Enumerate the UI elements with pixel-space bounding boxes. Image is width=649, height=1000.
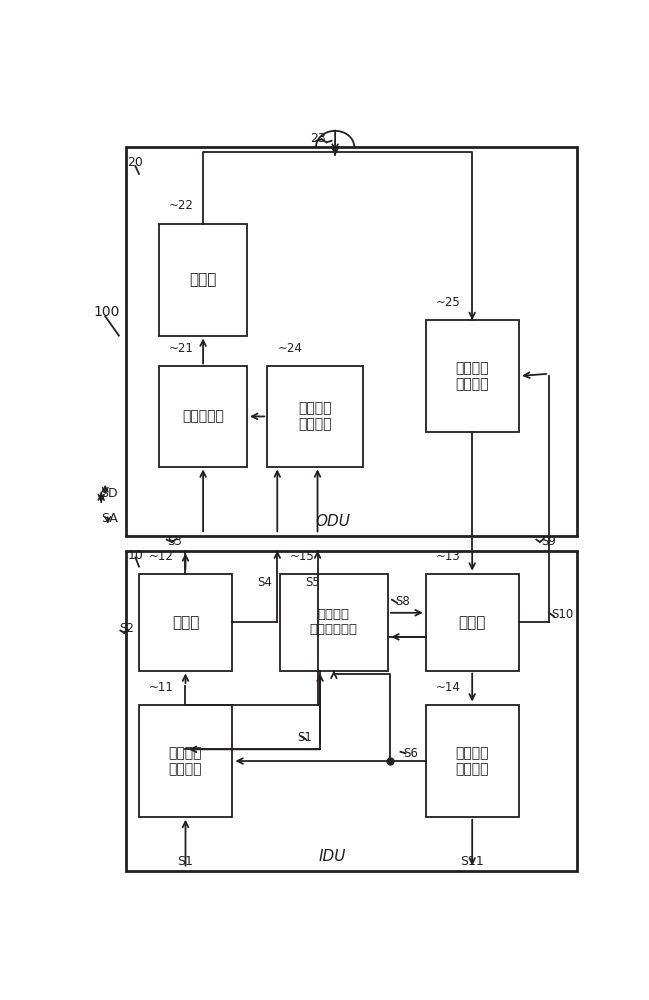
Text: 调制器: 调制器 [172,615,199,630]
Text: 发射功率
控制单元: 发射功率 控制单元 [299,401,332,432]
Text: SA: SA [101,512,118,525]
Text: S9: S9 [541,535,556,548]
Text: S11: S11 [460,855,484,868]
Text: ~21: ~21 [169,342,194,355]
Text: S1: S1 [178,855,193,868]
Text: 接收基带
处理单元: 接收基带 处理单元 [456,746,489,776]
Text: S2: S2 [119,622,134,635]
Text: ~13: ~13 [435,550,461,563]
Text: S8: S8 [395,595,410,608]
Text: 接收功率
控制单元: 接收功率 控制单元 [456,361,489,391]
Bar [426,574,519,671]
Bar [159,366,247,466]
Bar [127,551,576,871]
Bar [426,705,519,817]
Text: SD: SD [100,487,117,500]
Bar [426,320,519,432]
Text: ~11: ~11 [149,681,174,694]
Text: ~14: ~14 [435,681,461,694]
Text: 10: 10 [127,549,143,562]
Text: 23: 23 [310,132,326,145]
Bar [139,574,232,671]
Text: ~12: ~12 [149,550,174,563]
Text: 解调器: 解调器 [458,615,486,630]
Text: ~24: ~24 [277,342,302,355]
Text: S5: S5 [305,576,320,588]
Bar [127,147,576,536]
Bar [267,366,363,466]
Bar [159,224,247,336]
Text: S3: S3 [167,535,182,548]
Text: 放大器: 放大器 [190,272,217,287]
Text: ~22: ~22 [169,199,194,212]
Text: 100: 100 [93,306,120,320]
Text: ODU: ODU [315,514,350,529]
Text: S4: S4 [257,576,272,588]
Text: ~25: ~25 [435,296,461,309]
Text: 发射基带
处理单元: 发射基带 处理单元 [169,746,202,776]
Bar [280,574,388,671]
Text: IDU: IDU [319,849,347,864]
Bar [139,705,232,817]
Text: S10: S10 [552,608,574,621]
Text: S1: S1 [297,731,312,744]
Text: ~15: ~15 [290,550,315,563]
Text: 接收调制
方案确定单元: 接收调制 方案确定单元 [310,608,358,636]
Text: 20: 20 [127,156,143,169]
Text: 可变衰减器: 可变衰减器 [182,409,224,423]
Text: S6: S6 [403,747,418,760]
